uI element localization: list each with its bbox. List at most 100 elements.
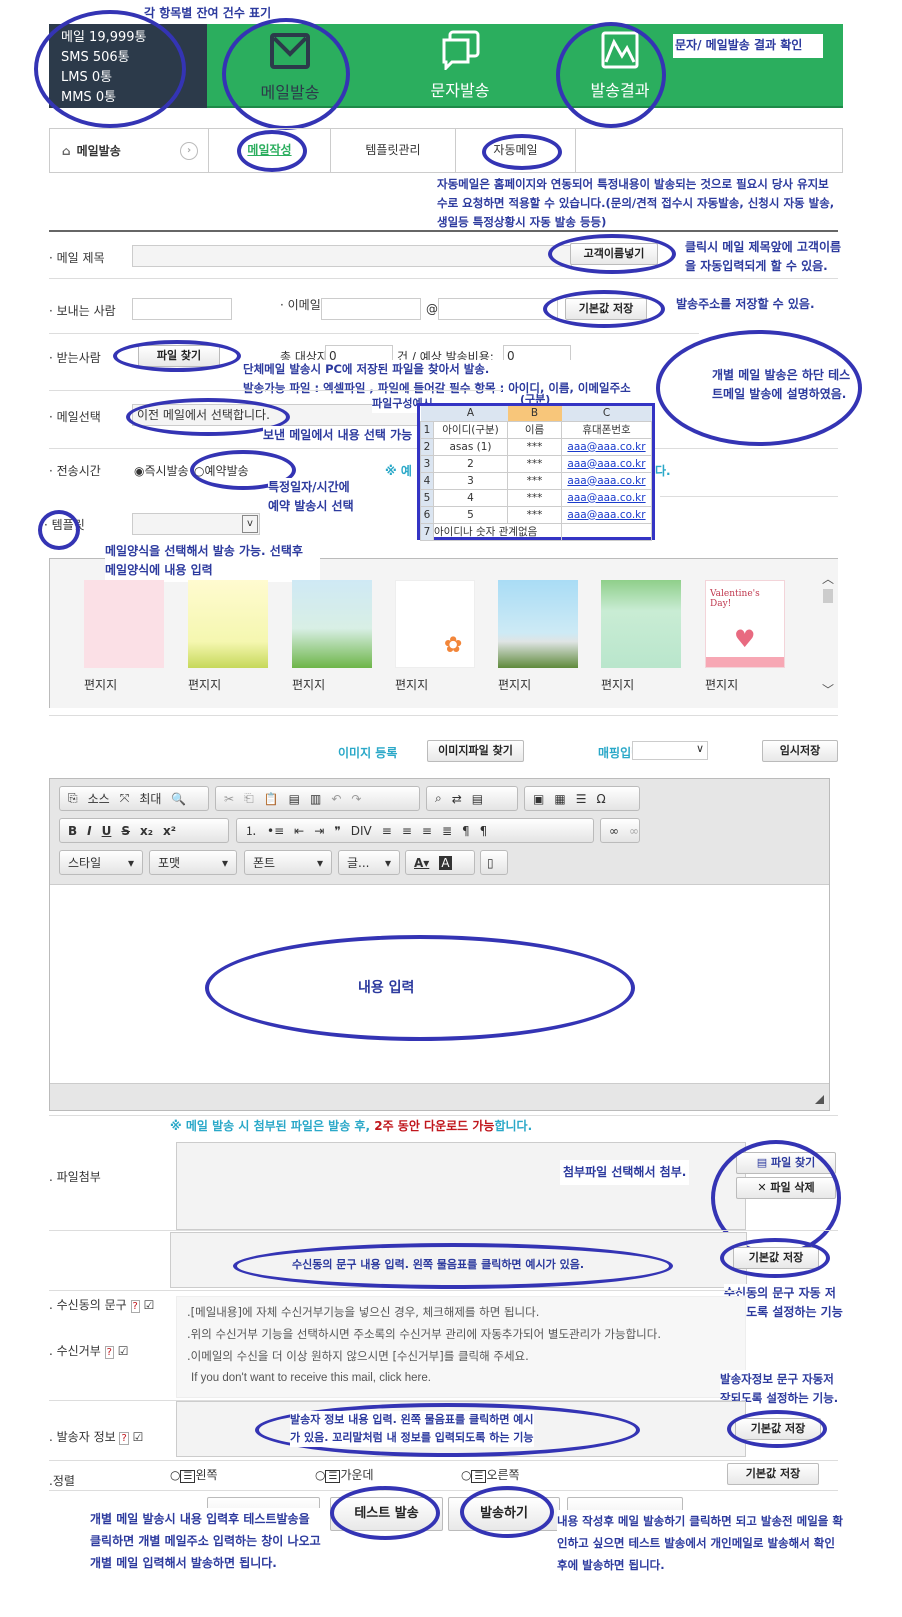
annotation-balances: 각 항목별 잔여 건수 표기 xyxy=(140,4,276,23)
editor-content-area[interactable] xyxy=(50,884,829,1084)
template-thumb-flags[interactable] xyxy=(292,580,372,668)
envelope-icon xyxy=(270,33,310,69)
template-label[interactable]: 편지지 xyxy=(705,678,739,692)
nav-send-result[interactable]: 발송결과 xyxy=(570,30,670,102)
breadcrumb-home[interactable]: ⌂ 메일발송 › xyxy=(50,129,209,172)
email-domain-input[interactable] xyxy=(438,298,558,320)
send-time-label: · 전송시간 xyxy=(49,464,101,478)
help-icon[interactable]: ? xyxy=(130,1300,140,1313)
template-label[interactable]: 편지지 xyxy=(292,678,326,692)
email-id-input[interactable] xyxy=(321,298,421,320)
attachment-list[interactable] xyxy=(176,1142,746,1230)
indent-icon: ⇥ xyxy=(314,823,325,838)
template-label[interactable]: 편지지 xyxy=(188,678,222,692)
tab-template-manage[interactable]: 템플릿관리 xyxy=(331,129,456,172)
align-left-icon: ≡ xyxy=(381,823,392,838)
maximize-button[interactable]: 최대 xyxy=(139,792,162,806)
template-thumb-sky[interactable] xyxy=(498,580,578,668)
horizontal-line-icon: ☰ xyxy=(575,791,587,806)
send-button[interactable]: 발송하기 xyxy=(448,1497,560,1531)
template-label[interactable]: 편지지 xyxy=(395,678,429,692)
consent-save-default-button[interactable]: 기본값 저장 xyxy=(733,1247,819,1269)
bg-color-icon: A xyxy=(439,855,452,870)
format-dropdown[interactable]: 포맷 ▾ xyxy=(149,850,237,875)
resize-handle-icon[interactable] xyxy=(815,1095,824,1104)
template-thumb-pink[interactable] xyxy=(84,580,164,668)
customer-name-button[interactable]: 고객이름넣기 xyxy=(570,243,658,265)
attach-file-find-button[interactable]: ▤ 파일 찾기 xyxy=(736,1152,836,1174)
help-icon[interactable]: ? xyxy=(119,1432,129,1445)
justify-icon: ≣ xyxy=(441,823,452,838)
template-label[interactable]: 편지지 xyxy=(84,678,118,692)
tab-auto-mail[interactable]: 자동메일 xyxy=(456,129,576,172)
copy-icon: ⎗ xyxy=(244,791,254,805)
reject-checkbox[interactable]: ☑ xyxy=(117,1344,129,1358)
temp-save-button[interactable]: 임시저장 xyxy=(762,740,838,762)
find-icon: ⌕ xyxy=(435,791,442,805)
nav-sms-send[interactable]: 문자발송 xyxy=(410,30,510,102)
template-thumb-yellow[interactable] xyxy=(188,580,268,668)
strike-icon: S xyxy=(121,823,131,838)
align-center-icon: ≡ xyxy=(401,823,412,838)
align-label: .정렬 xyxy=(49,1474,75,1488)
sender-info-checkbox[interactable]: ☑ xyxy=(132,1430,144,1444)
undo-icon: ↶ xyxy=(331,791,342,806)
radio-send-now[interactable]: ◉즉시발송 xyxy=(134,464,189,478)
recipient-label: · 받는사람 xyxy=(49,351,101,365)
template-thumb-daisy[interactable] xyxy=(601,580,681,668)
email-label: · 이메일 xyxy=(280,298,321,312)
preview-icon[interactable]: 🔍 xyxy=(171,791,187,806)
font-dropdown[interactable]: 폰트 ▾ xyxy=(244,850,332,875)
tab-compose[interactable]: 메일작성 xyxy=(209,129,331,172)
nav-mail-send[interactable]: 메일발송 xyxy=(240,30,340,102)
size-dropdown[interactable]: 글... ▾ xyxy=(338,850,400,875)
template-thumb-flower[interactable]: ✿ xyxy=(395,580,475,668)
template-label[interactable]: 편지지 xyxy=(601,678,635,692)
blockquote-icon: ❞ xyxy=(334,823,341,838)
special-char-icon: Ω xyxy=(596,791,606,806)
attach-file-delete-button[interactable]: ✕ 파일 삭제 xyxy=(736,1177,836,1199)
consent-textarea[interactable] xyxy=(170,1232,747,1288)
radio-reserve[interactable]: ○예약발송 xyxy=(194,464,249,478)
ordered-list-icon: ⒈ xyxy=(245,824,258,838)
align-right-option[interactable]: ○ ☰ 오른쪽 xyxy=(461,1468,520,1483)
annotation-template: 메일양식을 선택해서 발송 가능. 선택후 메일양식에 내용 입력 xyxy=(105,540,320,582)
align-left-option[interactable]: ○ ☰ 왼쪽 xyxy=(170,1468,218,1483)
attach-label: . 파일첨부 xyxy=(49,1170,101,1184)
home-icon: ⌂ xyxy=(62,143,71,158)
help-icon[interactable]: ? xyxy=(104,1346,114,1359)
bullet-list-icon: •≡ xyxy=(267,823,285,838)
excel-row: 5 4 *** aaa@aaa.co.kr xyxy=(420,488,652,507)
sender-name-input[interactable] xyxy=(132,298,232,320)
recipient-file-find-button[interactable]: 파일 찾기 xyxy=(138,345,220,367)
subject-input[interactable] xyxy=(132,245,572,267)
annotation-test: 개별 메일 발송시 내용 입력후 테스트발송을 클릭하면 개별 메일주소 입력하는… xyxy=(90,1508,321,1574)
consent-checkbox[interactable]: ☑ xyxy=(143,1298,155,1312)
paste-text-icon: ▤ xyxy=(288,791,300,806)
sender-info-save-default-button[interactable]: 기본값 저장 xyxy=(735,1418,821,1440)
sender-label: · 보내는 사람 xyxy=(49,304,116,318)
mapping-select[interactable]: ∨ xyxy=(632,741,708,760)
source-button[interactable]: 소스 xyxy=(87,792,110,806)
gallery-scrollbar[interactable]: ︿ ﹀ xyxy=(820,570,836,700)
align-center-option[interactable]: ○ ☰ 가운데 xyxy=(315,1468,374,1483)
save-sender-default-button[interactable]: 기본값 저장 xyxy=(565,298,647,320)
align-save-default-button[interactable]: 기본값 저장 xyxy=(727,1463,819,1485)
subscript-icon: x₂ xyxy=(140,823,154,838)
style-dropdown[interactable]: 스타일 ▾ xyxy=(59,850,143,875)
excel-row: 3 2 *** aaa@aaa.co.kr xyxy=(420,454,652,473)
excel-row: 2 asas (1) *** aaa@aaa.co.kr xyxy=(420,437,652,456)
chat-bubbles-icon xyxy=(442,30,480,72)
excel-row: 1 아이디(구분) 이름 휴대폰번호 xyxy=(420,420,652,439)
show-blocks-icon: ▯ xyxy=(487,855,494,870)
align-right-icon: ≡ xyxy=(421,823,432,838)
bold-icon: B xyxy=(68,823,78,838)
image-file-find-button[interactable]: 이미지파일 찾기 xyxy=(427,740,524,762)
template-select[interactable]: v xyxy=(132,513,260,535)
template-label[interactable]: 편지지 xyxy=(498,678,532,692)
template-thumb-valentine[interactable]: Valentine's Day! ♥ xyxy=(705,580,785,668)
test-send-button[interactable]: 테스트 발송 xyxy=(330,1497,443,1531)
reject-label: . 수신거부 ? ☑ xyxy=(49,1344,129,1359)
balance-panel: 메일 19,999통 SMS 506통 LMS 0통 MMS 0통 xyxy=(49,24,207,108)
